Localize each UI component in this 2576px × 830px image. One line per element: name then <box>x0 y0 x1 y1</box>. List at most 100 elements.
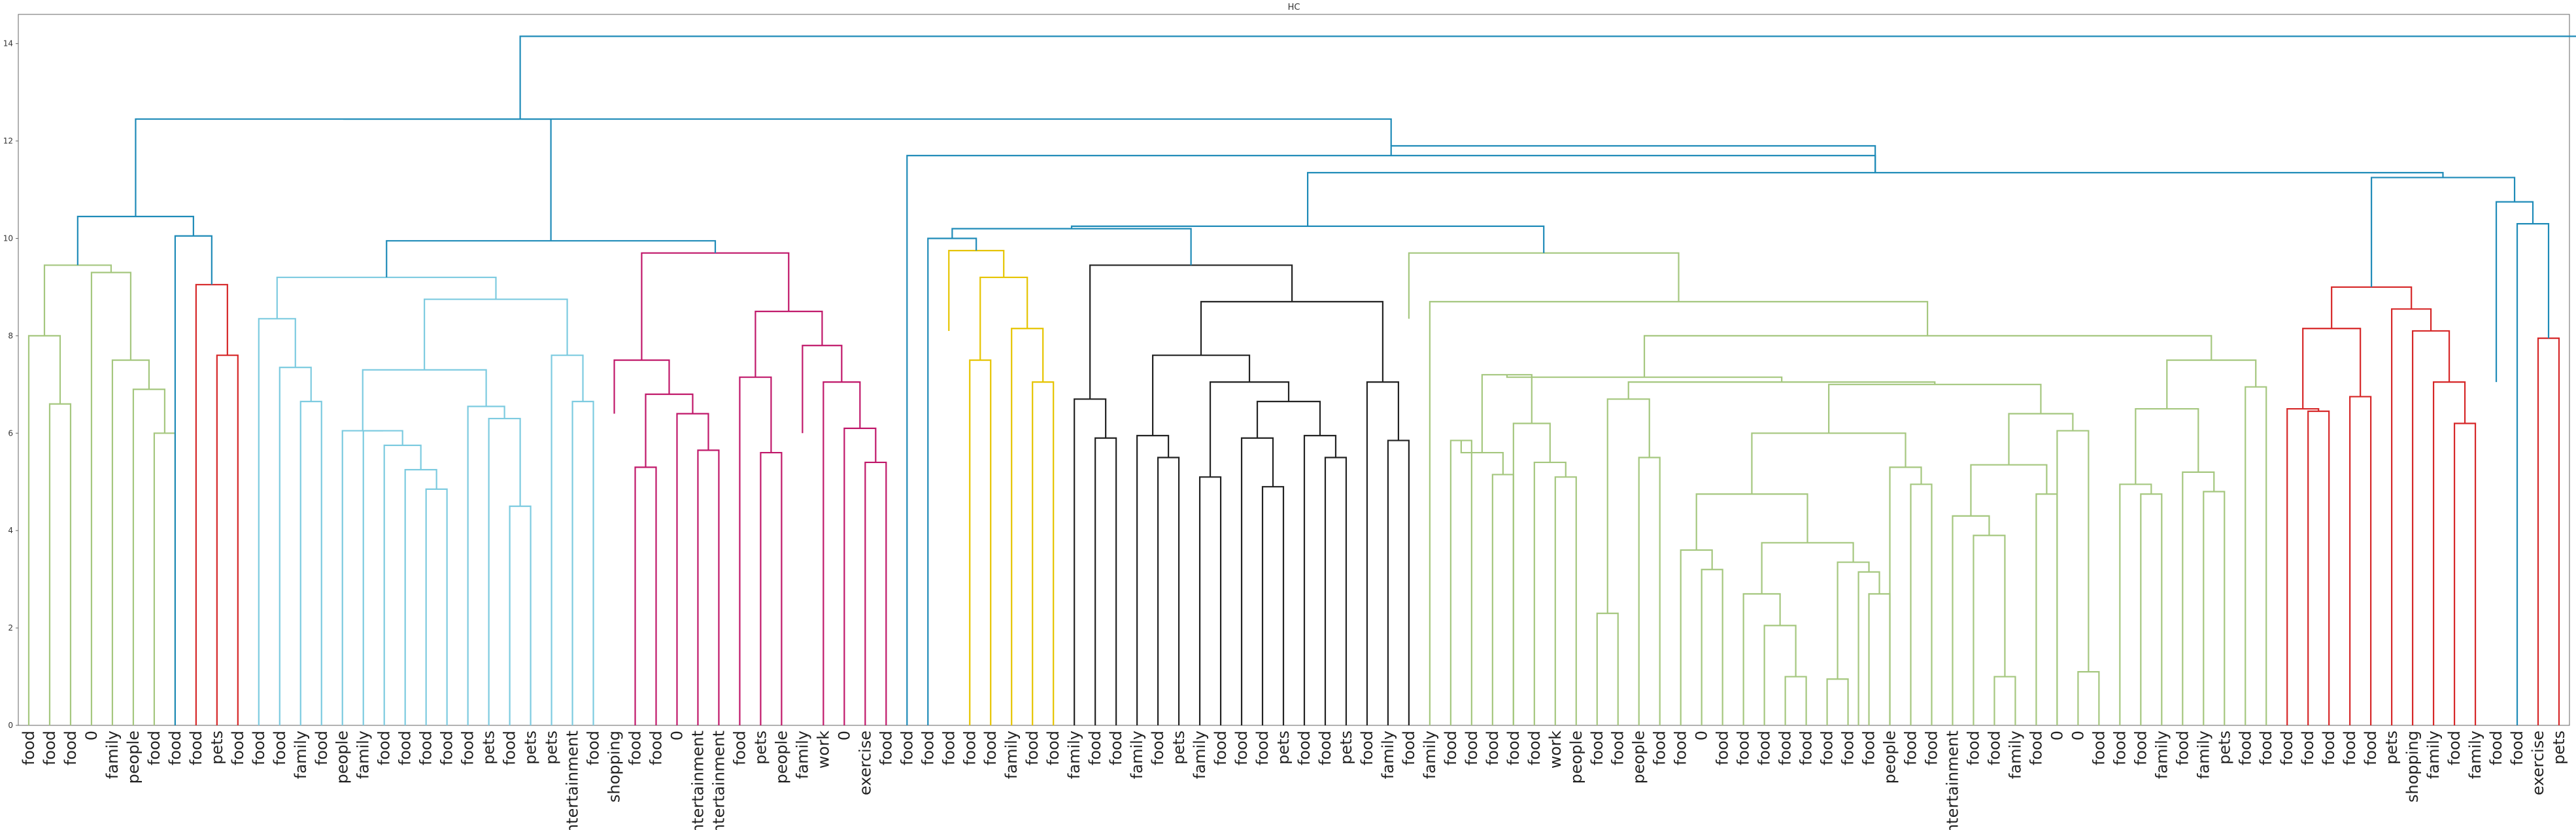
dendrogram-link <box>2203 491 2226 725</box>
leaf-label: food <box>2341 731 2359 765</box>
dendrogram-link <box>1198 476 1222 725</box>
dendrogram-link <box>2008 413 2074 465</box>
dendrogram-link <box>1200 301 1384 383</box>
dendrogram-link <box>2035 493 2058 725</box>
dendrogram-link <box>864 461 887 725</box>
dendrogram-link <box>1256 400 1321 438</box>
y-tick-label: 6 <box>8 428 13 438</box>
dendrogram-link <box>2077 671 2100 725</box>
dendrogram-link <box>132 389 165 725</box>
leaf-label: food <box>1755 731 1774 765</box>
leaf-label: food <box>2278 731 2296 765</box>
leaf-label: food <box>229 731 247 765</box>
dendrogram-link <box>1366 381 1400 725</box>
dendrogram-link <box>1952 515 1990 725</box>
leaf-label: food <box>501 731 519 765</box>
leaf-label: food <box>626 731 645 765</box>
leaf-label: family <box>793 731 811 779</box>
dendrogram-link <box>2537 337 2560 725</box>
leaf-label: food <box>459 731 477 765</box>
dendrogram-link <box>2182 471 2215 725</box>
dendrogram-link <box>645 393 694 468</box>
y-axis: 0 2 4 6 8 10 12 14 <box>3 39 18 730</box>
leaf-label: pets <box>1274 731 1293 765</box>
leaf-label: food <box>1358 731 1376 765</box>
leaf-label: food <box>2173 731 2192 765</box>
dendrogram-link <box>754 311 823 377</box>
dendrogram-link <box>1240 437 1274 725</box>
dendrogram-link <box>362 430 403 725</box>
dendrogram-link <box>216 354 239 725</box>
leaf-label: family <box>2466 731 2484 779</box>
dendrogram-link <box>2056 430 2090 725</box>
leaf-label: pets <box>1170 731 1188 765</box>
dendrogram-link <box>90 271 132 725</box>
dendrogram-link <box>843 427 877 725</box>
leaf-label: food <box>1295 731 1313 765</box>
leaf-label: food <box>1839 731 1857 765</box>
leaf-label: food <box>2257 731 2275 765</box>
dendrogram-link <box>1973 534 2006 725</box>
leaf-label: food <box>585 731 603 765</box>
dendrogram-link <box>343 118 1392 147</box>
leaf-label: entertainment <box>1943 731 1961 830</box>
leaf-label: food <box>41 731 59 765</box>
dendrogram-link <box>299 400 322 725</box>
leaf-label: food <box>1107 731 1125 765</box>
dendrogram-link <box>519 35 2576 120</box>
leaf-label: pets <box>1337 731 1355 765</box>
dendrogram-link <box>1638 457 1661 725</box>
dendrogram-link <box>1089 264 1293 400</box>
leaf-label: family <box>103 731 122 779</box>
dendrogram-link <box>1889 466 1922 725</box>
leaf-label: food <box>1525 731 1544 765</box>
dendrogram-link <box>341 430 383 725</box>
dendrogram-link <box>2286 407 2320 725</box>
dendrogram-link <box>951 228 1192 266</box>
leaf-label: family <box>1128 731 1146 779</box>
dendrogram-link <box>76 215 194 266</box>
leaf-label: pets <box>751 731 770 765</box>
leaf-label: food <box>1442 731 1460 765</box>
dendrogram-link <box>1554 476 1577 725</box>
leaf-label: food <box>1253 731 1272 765</box>
dendrogram-link <box>1449 440 1472 725</box>
leaf-label: 0 <box>668 731 686 740</box>
leaf-label: food <box>1964 731 1982 765</box>
y-tick-label: 0 <box>8 721 13 730</box>
leaf-label: family <box>1002 731 1021 779</box>
leaf-label: work <box>814 731 832 769</box>
leaf-label: food <box>960 731 979 765</box>
leaf-label: family <box>292 731 310 779</box>
leaf-label: food <box>396 731 415 765</box>
dendrogram-link <box>111 359 150 725</box>
dendrogram-link <box>1011 328 1044 725</box>
dendrogram-link <box>2135 407 2199 485</box>
dendrogram-link <box>1209 381 1290 477</box>
leaf-label: food <box>166 731 184 765</box>
y-tick-label: 8 <box>8 331 13 340</box>
dendrogram-link <box>697 449 720 725</box>
leaf-label: food <box>1504 731 1523 765</box>
leaf-label: food <box>647 731 666 765</box>
leaf-label: pets <box>208 731 226 765</box>
leaf-label: food <box>271 731 289 765</box>
dendrogram-link <box>1481 373 1533 453</box>
leaf-labels: food food food 0 family people food food food pet… <box>20 731 2568 830</box>
dendrogram-link <box>2166 359 2257 409</box>
leaf-label: exercise <box>856 731 874 795</box>
leaf-label: food <box>1023 731 1042 765</box>
leaf-label: 0 <box>2048 731 2066 740</box>
leaf-label: food <box>1776 731 1795 765</box>
leaf-label: food <box>2362 731 2380 765</box>
leaf-label: family <box>2006 731 2024 779</box>
leaf-label: food <box>2236 731 2254 765</box>
leaf-label: food <box>1149 731 1167 765</box>
dendrogram-link <box>2307 410 2330 725</box>
dendrogram-link <box>1761 542 1854 594</box>
dendrogram-link <box>2245 386 2267 725</box>
leaf-label: food <box>1086 731 1104 765</box>
leaf-label: pets <box>480 731 498 765</box>
leaf-label: family <box>1191 731 1209 779</box>
dendrogram-link <box>1826 678 1849 725</box>
